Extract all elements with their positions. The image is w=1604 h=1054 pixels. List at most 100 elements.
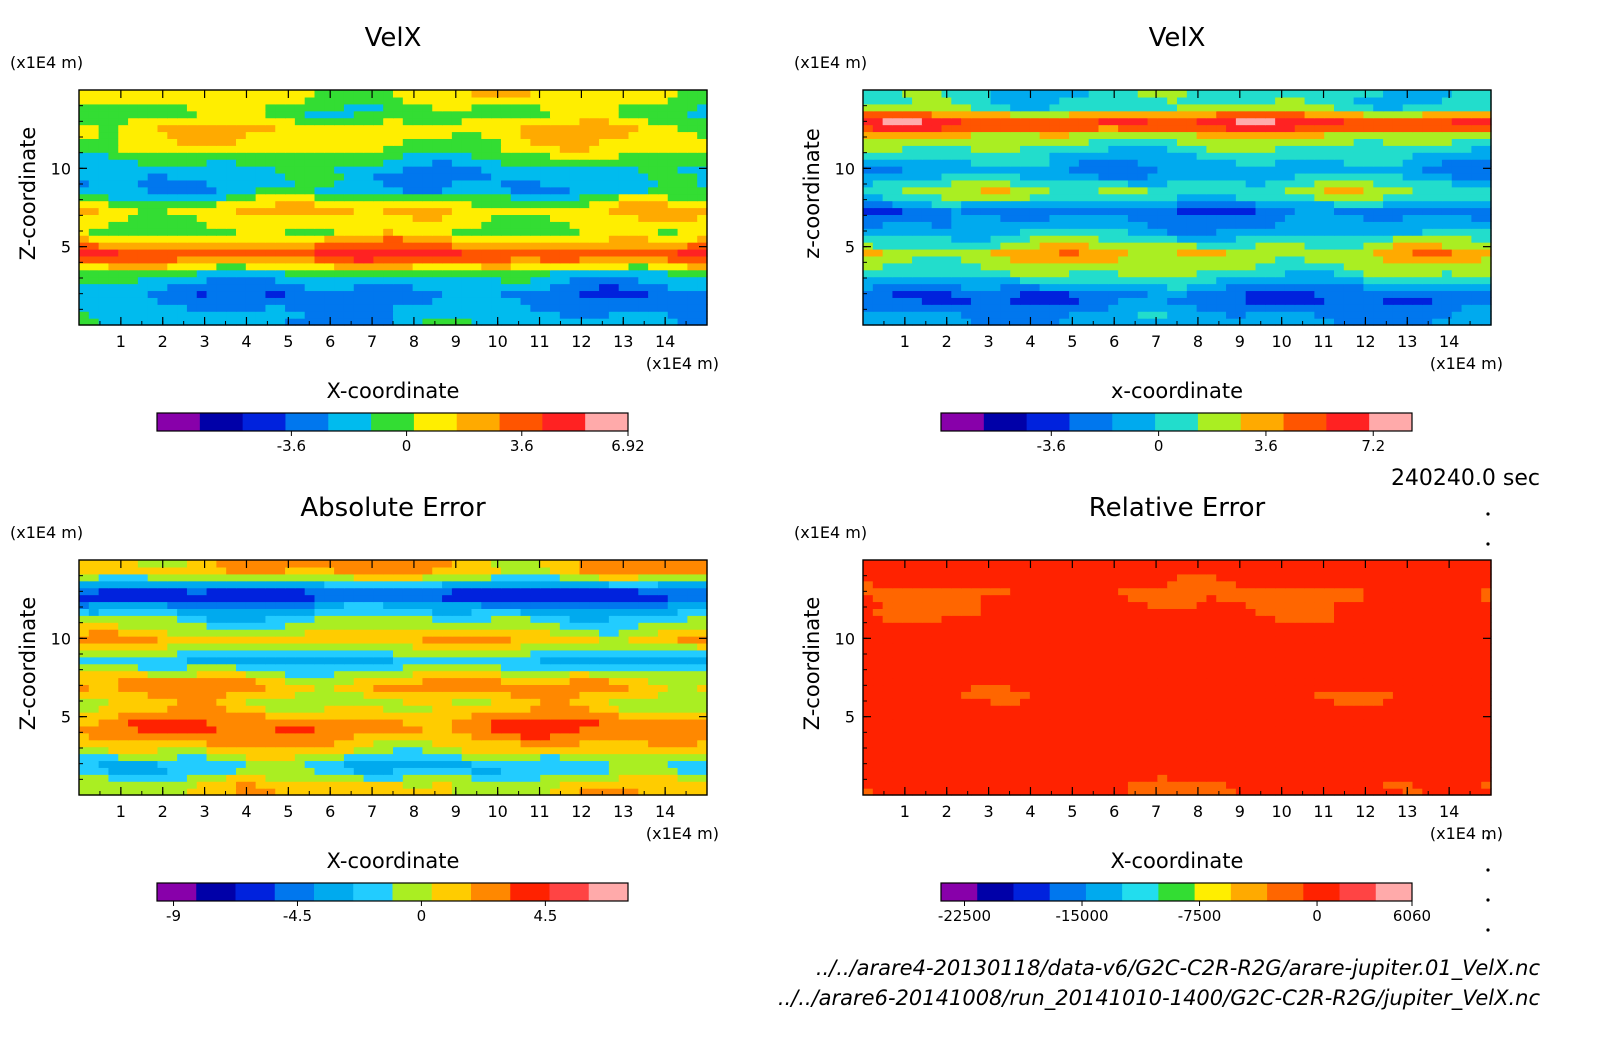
heatmap-cell	[589, 269, 600, 278]
colorbar-frame	[156, 412, 629, 432]
y-axis-label: z-coordinate	[800, 128, 824, 259]
heatmap-cell	[1088, 248, 1100, 257]
heatmap-cell	[1226, 117, 1237, 126]
heatmap-cell	[108, 760, 119, 768]
heatmap-cell	[599, 767, 610, 775]
heatmap-cell	[79, 760, 90, 768]
heatmap-cell	[921, 276, 933, 285]
heatmap-cell	[157, 774, 168, 782]
heatmap-cell	[177, 166, 188, 174]
heatmap-cell	[1078, 131, 1090, 139]
heatmap-cell	[1432, 276, 1443, 285]
heatmap-cell	[1177, 159, 1188, 167]
heatmap-cell	[1226, 110, 1237, 119]
heatmap-cell	[589, 90, 600, 98]
x-tick-label: 10	[1271, 332, 1291, 351]
heatmap-cell	[677, 145, 688, 153]
heatmap-cell	[177, 297, 188, 305]
heatmap-cell	[1353, 304, 1365, 312]
heatmap-cell	[314, 788, 325, 796]
heatmap-cell	[892, 242, 903, 250]
heatmap-cell	[98, 103, 110, 112]
heatmap-cell	[1392, 228, 1404, 236]
heatmap-cell	[196, 774, 208, 782]
heatmap-cell	[88, 276, 100, 285]
heatmap-cell	[1402, 221, 1414, 229]
heatmap-cell	[275, 207, 286, 216]
heatmap-cell	[481, 781, 492, 789]
heatmap-cell	[196, 269, 208, 278]
heatmap-cell	[324, 145, 335, 153]
heatmap-cell	[1373, 117, 1384, 126]
heatmap-cell	[216, 145, 227, 153]
heatmap-cell	[324, 103, 335, 112]
heatmap-cell	[432, 290, 443, 298]
heatmap-cell	[1069, 186, 1080, 195]
colorbar-tick-label: 7.2	[1361, 437, 1385, 455]
heatmap-cell	[951, 96, 962, 105]
heatmap-cell	[285, 262, 296, 271]
heatmap-cell	[500, 207, 512, 216]
heatmap-cell	[1226, 207, 1237, 216]
heatmap-cell	[540, 290, 551, 298]
heatmap-cell	[1039, 179, 1051, 188]
heatmap-cell	[1137, 131, 1149, 139]
heatmap-cell	[677, 318, 688, 326]
heatmap-cell	[1118, 166, 1129, 174]
heatmap-cell	[530, 152, 541, 160]
heatmap-cell	[1373, 193, 1384, 202]
heatmap-cell	[912, 200, 923, 209]
heatmap-cell	[961, 186, 972, 195]
heatmap-cell	[579, 96, 590, 105]
heatmap-cell	[1010, 242, 1021, 250]
heatmap-cell	[186, 145, 198, 153]
colorbar-swatch	[585, 413, 629, 431]
heatmap-cell	[628, 788, 639, 796]
heatmap-cell	[324, 311, 335, 319]
heatmap-cell	[1392, 90, 1404, 98]
heatmap-cell	[1069, 179, 1080, 188]
heatmap-cell	[88, 221, 100, 229]
heatmap-cell	[147, 166, 159, 174]
heatmap-cell	[1029, 138, 1041, 146]
heatmap-cell	[314, 781, 325, 789]
colorbar-swatch	[328, 413, 372, 431]
heatmap-cell	[500, 311, 512, 319]
heatmap-cell	[461, 166, 473, 174]
heatmap-cell	[108, 124, 119, 133]
heatmap-cell	[1069, 269, 1080, 278]
heatmap-cell	[697, 781, 708, 789]
heatmap-cell	[1059, 179, 1070, 188]
heatmap-cell	[931, 207, 943, 216]
heatmap-cell	[226, 179, 237, 188]
heatmap-cell	[1059, 186, 1070, 195]
heatmap-cell	[1461, 96, 1472, 105]
heatmap-cell	[648, 193, 659, 202]
heatmap-cell	[1383, 90, 1394, 98]
heatmap-cell	[579, 159, 590, 167]
heatmap-cell	[236, 124, 247, 133]
heatmap-cell	[1392, 200, 1404, 209]
heatmap-cell	[1422, 166, 1433, 174]
heatmap-cell	[892, 304, 903, 312]
heatmap-cell	[1078, 235, 1090, 243]
heatmap-cell	[285, 138, 296, 146]
heatmap-cell	[1137, 152, 1149, 160]
heatmap-cell	[461, 145, 473, 153]
heatmap-cell	[304, 290, 316, 298]
heatmap-cell	[157, 207, 168, 216]
heatmap-cell	[1108, 248, 1119, 257]
heatmap-cell	[1324, 235, 1335, 243]
heatmap-cell	[285, 235, 296, 243]
heatmap-cell	[167, 276, 178, 285]
heatmap-cell	[471, 214, 482, 222]
heatmap-cell	[1392, 248, 1404, 257]
heatmap-cell	[1118, 200, 1129, 209]
heatmap-cell	[951, 166, 962, 174]
heatmap-cell	[951, 117, 962, 126]
heatmap-cell	[1010, 166, 1021, 174]
heatmap-cell	[1343, 103, 1355, 112]
heatmap-cell	[941, 186, 952, 195]
heatmap-cell	[1108, 297, 1119, 305]
chart-title: VelX	[365, 23, 422, 53]
